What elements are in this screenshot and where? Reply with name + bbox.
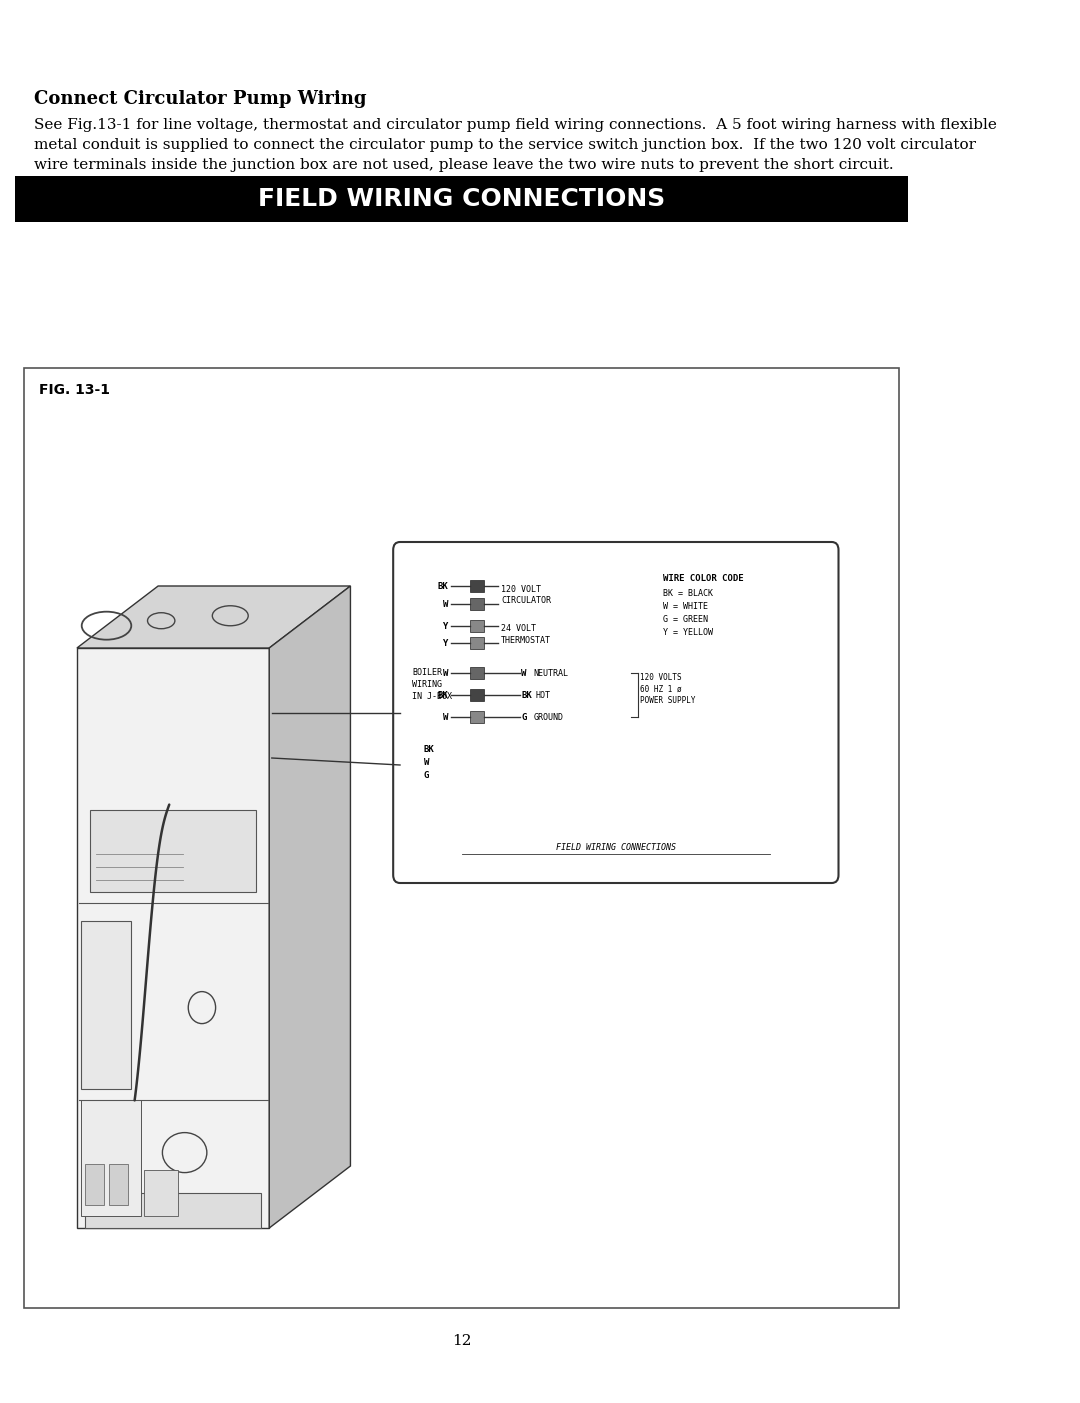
Bar xyxy=(15,175,907,222)
Text: 24 VOLT
THERMOSTAT: 24 VOLT THERMOSTAT xyxy=(501,624,551,645)
Bar xyxy=(85,1193,260,1228)
Text: W: W xyxy=(522,668,527,678)
Bar xyxy=(470,637,484,650)
Text: W: W xyxy=(443,599,448,609)
Text: Y: Y xyxy=(443,622,448,630)
Text: Y: Y xyxy=(443,638,448,648)
Text: 120 VOLTS
60 HZ 1 ø
POWER SUPPLY: 120 VOLTS 60 HZ 1 ø POWER SUPPLY xyxy=(640,672,696,706)
Polygon shape xyxy=(77,586,350,648)
Text: BK: BK xyxy=(437,690,448,700)
Text: HOT: HOT xyxy=(535,690,550,700)
Text: G = GREEN: G = GREEN xyxy=(663,615,708,624)
Text: Connect Circulator Pump Wiring: Connect Circulator Pump Wiring xyxy=(35,90,367,108)
Text: GROUND: GROUND xyxy=(534,713,564,721)
Text: NEUTRAL: NEUTRAL xyxy=(534,668,568,678)
Bar xyxy=(145,1170,178,1216)
Text: FIELD WIRING CONNECTIONS: FIELD WIRING CONNECTIONS xyxy=(258,187,665,210)
Text: FIG. 13-1: FIG. 13-1 xyxy=(39,383,110,397)
Text: W: W xyxy=(443,668,448,678)
FancyBboxPatch shape xyxy=(393,542,838,882)
Text: See Fig.13-1 for line voltage, thermostat and circulator pump field wiring conne: See Fig.13-1 for line voltage, thermosta… xyxy=(35,118,997,173)
Text: BK: BK xyxy=(437,581,448,591)
Bar xyxy=(470,711,484,723)
Text: BK = BLACK: BK = BLACK xyxy=(663,589,713,598)
Bar xyxy=(470,666,484,679)
Polygon shape xyxy=(77,648,269,1228)
Text: G: G xyxy=(522,713,527,721)
Polygon shape xyxy=(269,586,350,1228)
Bar xyxy=(470,598,484,610)
Text: 120 VOLT
CIRCULATOR: 120 VOLT CIRCULATOR xyxy=(501,585,551,606)
Text: W: W xyxy=(424,758,430,767)
Text: BK: BK xyxy=(522,690,532,700)
Bar xyxy=(470,689,484,702)
Text: W: W xyxy=(443,713,448,721)
Text: FIELD WIRING CONNECTIONS: FIELD WIRING CONNECTIONS xyxy=(556,842,676,852)
Text: W = WHITE: W = WHITE xyxy=(663,602,708,610)
Bar xyxy=(109,1164,129,1205)
Bar xyxy=(81,1100,141,1216)
Bar xyxy=(90,811,256,891)
Bar xyxy=(81,920,131,1089)
Text: BK: BK xyxy=(424,745,435,753)
Text: WIRE COLOR CODE: WIRE COLOR CODE xyxy=(663,574,744,584)
Text: BOILER
WIRING
IN J-BOX: BOILER WIRING IN J-BOX xyxy=(411,668,453,700)
Bar xyxy=(85,1164,105,1205)
Bar xyxy=(470,579,484,592)
Bar xyxy=(470,620,484,631)
Text: Y = YELLOW: Y = YELLOW xyxy=(663,629,713,637)
Bar xyxy=(24,368,900,1308)
Text: G: G xyxy=(424,772,430,780)
Text: 12: 12 xyxy=(451,1334,471,1348)
